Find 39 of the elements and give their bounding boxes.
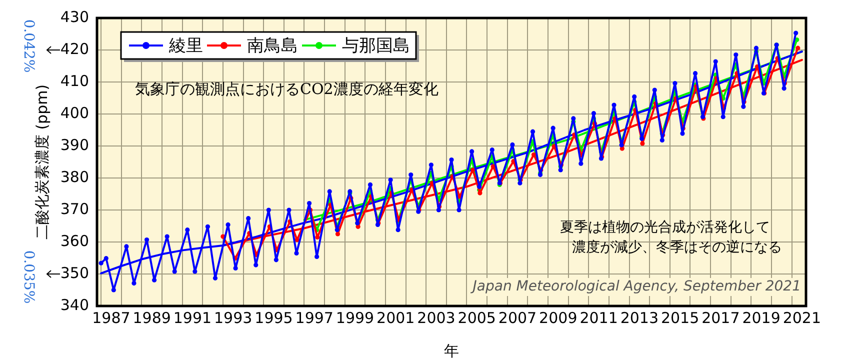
x-axis-title: 年 <box>444 342 459 360</box>
x-tick-label: 2005 <box>458 308 496 327</box>
y-tick-label: 340 <box>60 296 89 314</box>
x-tick-label: 1995 <box>254 308 293 327</box>
legend-label: 与那国島 <box>342 36 410 56</box>
x-tick-label: 2003 <box>417 308 456 327</box>
x-tick-label: 1999 <box>336 308 374 327</box>
text: 0.035% <box>20 250 36 304</box>
x-tick-label: 2017 <box>702 308 740 327</box>
y-tick-label: 420 <box>60 40 89 58</box>
x-tick-label: 2019 <box>742 308 780 327</box>
x-tick-label: 1993 <box>214 308 252 327</box>
y-tick-label: 390 <box>60 136 89 154</box>
x-tick-label: 2001 <box>376 308 415 327</box>
legend-label: 南鳥島 <box>247 36 298 56</box>
annotation: Japan Meteorological Agency, September 2021 <box>470 278 801 295</box>
x-tick-label: 2015 <box>660 308 700 327</box>
y-tick-label: 370 <box>60 200 89 218</box>
x-tick-label: 2021 <box>782 308 822 327</box>
x-tick-label: 1987 <box>92 308 130 327</box>
text: 0.042% <box>20 19 36 73</box>
legend-label: 綾里 <box>168 36 203 56</box>
x-tick-label: 1997 <box>295 308 334 327</box>
x-tick-label: 2007 <box>498 308 537 327</box>
x-tick-label: 1989 <box>132 308 171 327</box>
y-tick-label: 380 <box>60 168 89 186</box>
y-axis-title: 二酸化炭素濃度 (ppm) <box>32 84 51 240</box>
y-tick-label: 430 <box>60 8 89 26</box>
y-tick-label: 400 <box>60 104 89 122</box>
x-tick-label: 2011 <box>580 308 618 327</box>
x-tick-label: 2013 <box>620 308 659 327</box>
annotation: 気象庁の観測点におけるCO2濃度の経年変化 <box>135 80 438 98</box>
annotation: 濃度が減少、冬季はその逆になる <box>572 240 782 256</box>
annotation: 夏季は植物の光合成が活発化して <box>560 220 770 236</box>
y-tick-label: 350 <box>60 264 89 282</box>
x-tick-label: 2009 <box>539 308 578 327</box>
y-tick-label: 410 <box>60 72 89 90</box>
x-tick-label: 1991 <box>173 308 212 327</box>
y-tick-label: 360 <box>60 232 89 250</box>
